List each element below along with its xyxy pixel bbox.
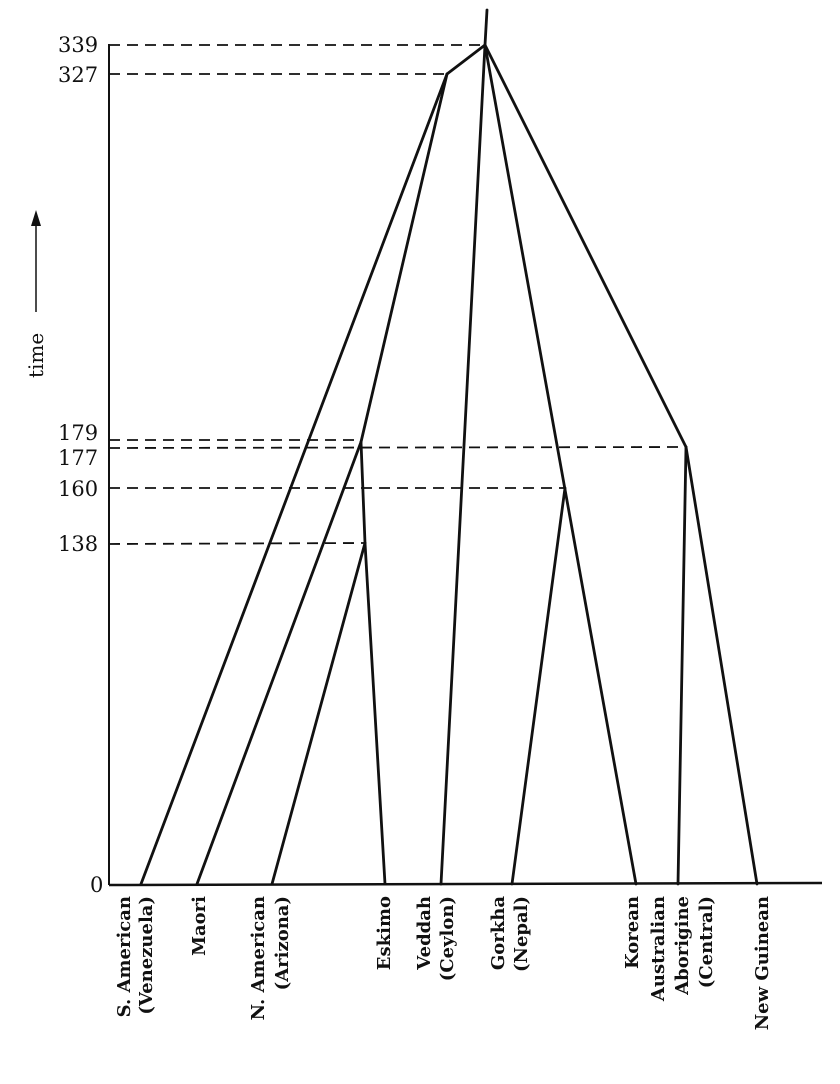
tick-label-138: 138 <box>58 532 98 556</box>
leaf-label-new-guinean: New Guinean <box>752 896 773 1030</box>
branch-root-to-korean <box>483 43 638 886</box>
leaf-label-s-american-sub: (Venezuela) <box>136 896 157 1015</box>
branch-root-to-node-177-right <box>483 43 688 449</box>
leaf-label-aborigine: Aborigine <box>672 896 693 996</box>
leaf-label-korean: Korean <box>622 896 643 969</box>
leaf-label-n-american-sub: (Arizona) <box>272 896 293 990</box>
dashed-line-138 <box>108 542 366 545</box>
leaf-label-gorkha-sub: (Nepal) <box>511 896 532 972</box>
leaf-label-veddah-sub: (Ceylon) <box>437 896 458 981</box>
leaf-label-s-american: S. American <box>114 896 135 1017</box>
branch-to-australian-aborigine <box>676 445 688 886</box>
branch-to-node-138 <box>359 440 367 545</box>
leaf-label-maori: Maori <box>189 896 210 956</box>
leaf-label-veddah: Veddah <box>414 896 435 971</box>
tick-label-177: 177 <box>58 446 98 470</box>
branch-to-maori <box>195 440 363 886</box>
leaf-label-n-american: N. American <box>248 896 269 1020</box>
axis-arrow-head <box>31 210 41 226</box>
dashed-line-177 <box>108 446 687 449</box>
branch-to-node-179 <box>359 72 449 444</box>
tick-label-0: 0 <box>90 873 103 897</box>
branch-root-to-node-327 <box>445 43 487 76</box>
tick-label-339: 339 <box>58 33 98 57</box>
tick-label-327: 327 <box>58 63 98 87</box>
leaf-label-australian: Australian <box>648 896 669 1002</box>
axis-title: time <box>24 333 48 378</box>
leaf-label-eskimo: Eskimo <box>374 896 395 970</box>
tick-label-179: 179 <box>58 421 98 445</box>
branch-to-eskimo <box>363 541 387 886</box>
branch-to-s-american <box>139 72 449 886</box>
leaf-label-gorkha: Gorkha <box>488 896 509 970</box>
leaf-label-central: (Central) <box>696 896 717 988</box>
branch-to-new-guinean <box>684 445 759 886</box>
branch-to-n-american <box>270 541 367 886</box>
root-stem <box>483 8 489 47</box>
branch-to-gorkha <box>510 486 567 886</box>
branch-root-to-veddah <box>439 43 487 886</box>
tick-label-160: 160 <box>58 477 98 501</box>
baseline <box>108 881 823 887</box>
